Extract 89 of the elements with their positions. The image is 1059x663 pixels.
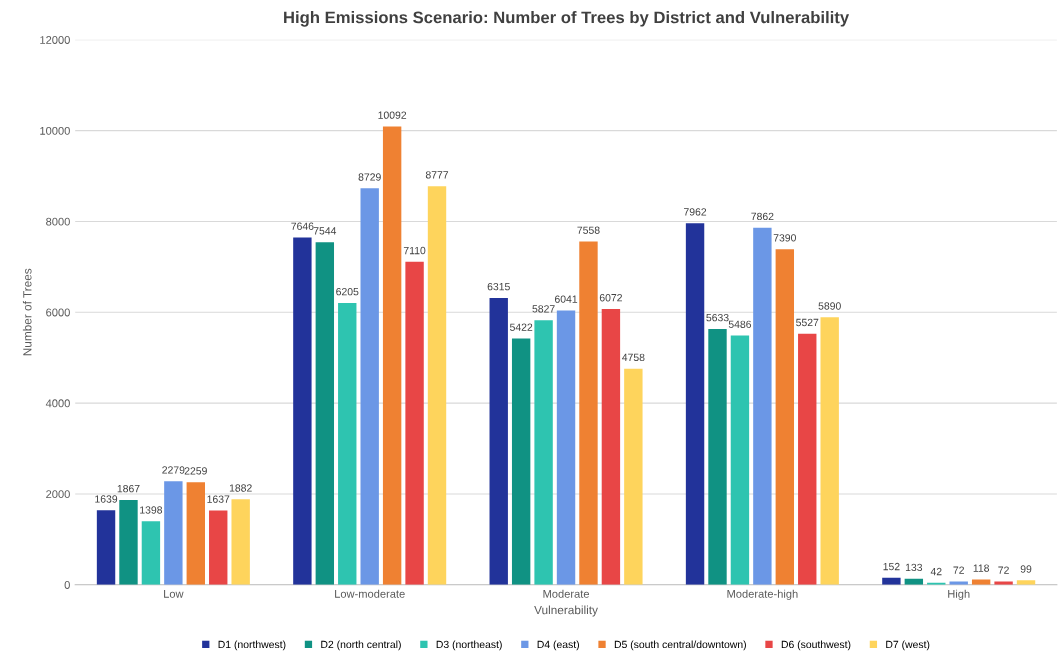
y-tick-label: 10000: [40, 126, 70, 135]
legend-label: D2 (north central): [321, 640, 401, 651]
bar: [730, 335, 750, 585]
data-label: 7390: [773, 234, 796, 242]
bar: [708, 328, 727, 585]
data-label: 118: [973, 564, 990, 572]
bar: [231, 499, 250, 585]
data-label: 99: [1020, 565, 1032, 573]
data-label: 5527: [796, 318, 819, 327]
data-label: 7558: [577, 226, 600, 234]
x-tick-label: Low-moderate: [335, 589, 405, 598]
y-axis-title: Number of Trees: [22, 268, 32, 356]
bar: [360, 188, 379, 585]
bar: [882, 577, 901, 585]
bar: [601, 309, 621, 585]
x-tick-label: Low: [164, 590, 184, 598]
bar: [949, 581, 968, 585]
data-label: 5890: [818, 302, 841, 310]
x-axis-title: Vulnerability: [534, 605, 598, 617]
bar: [511, 338, 531, 585]
data-label: 10092: [378, 111, 407, 119]
bar: [534, 320, 553, 585]
data-label: 2259: [184, 467, 207, 475]
bar: [164, 481, 183, 585]
data-label: 6315: [487, 282, 510, 291]
legend-label: D5 (south central/downtown): [614, 640, 746, 651]
data-label: 8777: [425, 171, 449, 179]
data-label: 6205: [336, 287, 359, 296]
chart-title: High Emissions Scenario: Number of Trees by District and Vulnerability: [284, 11, 850, 27]
data-label: 5633: [706, 313, 729, 322]
bar: [971, 579, 991, 585]
data-label: 4758: [622, 353, 645, 362]
bar: [293, 237, 312, 585]
data-label: 72: [998, 566, 1009, 574]
data-label: 7544: [313, 227, 337, 235]
x-tick-label: High: [948, 589, 970, 600]
data-label: 42: [930, 567, 942, 576]
bar: [556, 310, 576, 585]
bar: [186, 482, 205, 585]
x-tick-label: Moderate: [543, 589, 590, 598]
bar: [579, 241, 598, 585]
bar: [141, 521, 161, 585]
data-label: 7646: [291, 222, 314, 230]
bar: [382, 126, 402, 585]
legend-label: D6 (southwest): [781, 640, 851, 651]
data-label: 7862: [751, 212, 774, 221]
y-tick-label: 4000: [45, 399, 70, 408]
bar: [209, 510, 228, 585]
bar: [753, 227, 772, 585]
bar: [405, 261, 424, 585]
legend-label: D7 (west): [886, 640, 930, 651]
data-label: 5486: [728, 320, 752, 328]
data-label: 2279: [162, 466, 185, 474]
bar: [119, 499, 138, 585]
bar: [624, 368, 643, 585]
bar: [820, 317, 839, 585]
bar: [96, 510, 116, 585]
legend-label: D1 (northwest): [218, 640, 286, 651]
data-label: 152: [883, 562, 900, 571]
y-tick-label: 12000: [40, 36, 70, 44]
data-label: 1639: [95, 495, 118, 503]
data-label: 72: [953, 566, 964, 574]
y-tick-label: 8000: [46, 217, 70, 226]
bar: [775, 249, 795, 585]
y-tick-label: 2000: [46, 490, 70, 499]
data-label: 1867: [117, 484, 140, 493]
bar: [994, 581, 1013, 585]
bar: [685, 223, 705, 585]
data-label: 7110: [403, 246, 426, 255]
data-label: 8729: [358, 173, 381, 181]
data-label: 7962: [684, 208, 707, 216]
data-label: 1637: [207, 495, 230, 503]
data-label: 5827: [532, 305, 555, 313]
bar: [798, 333, 817, 585]
data-label: 6072: [599, 294, 622, 302]
bar: [338, 302, 357, 585]
data-label: 133: [905, 563, 923, 572]
data-label: 6041: [554, 295, 578, 303]
y-tick-label: 6000: [46, 308, 70, 317]
legend-label: D3 (northeast): [436, 640, 502, 651]
bar: [489, 297, 508, 585]
y-tick-label: 0: [64, 581, 70, 589]
bar: [427, 186, 447, 585]
x-tick-label: Moderate-high: [727, 589, 798, 600]
bar: [315, 242, 335, 585]
data-label: 1882: [229, 484, 252, 492]
data-label: 1398: [140, 506, 163, 514]
legend-label: D4 (east): [537, 640, 579, 651]
data-label: 5422: [509, 323, 533, 331]
